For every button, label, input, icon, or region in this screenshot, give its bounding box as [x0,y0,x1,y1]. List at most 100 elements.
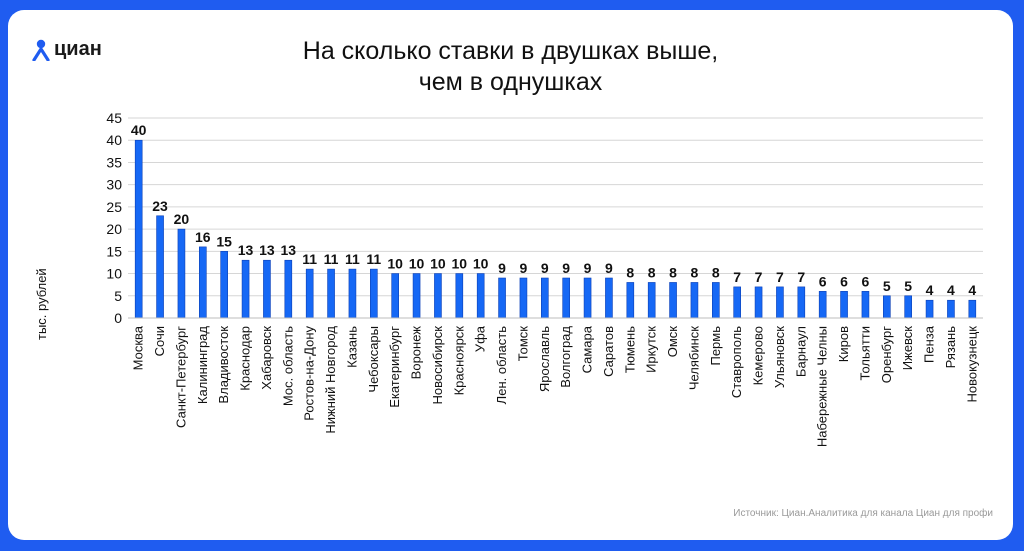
data-label: 4 [947,282,955,298]
x-tick-label: Красноярск [451,326,466,396]
bar [199,246,207,319]
bar [818,291,827,319]
bar [241,259,250,319]
bar [134,139,143,319]
y-tick-label: 25 [106,199,122,215]
data-label: 10 [387,256,403,272]
x-tick-label: Екатеринбург [387,326,402,408]
x-tick-label: Новосибирск [430,326,445,405]
x-tick-label: Иркутск [644,326,659,373]
x-tick-label: Нижний Новгород [323,326,338,434]
x-tick-label: Тольятти [857,326,872,380]
data-label: 8 [648,264,656,280]
source-note: Источник: Циан.Аналитика для канала Циан… [733,508,993,519]
x-tick-label: Ставрополь [729,326,744,398]
bar [562,277,570,319]
data-label: 9 [541,260,549,276]
x-tick-label: Ярославль [537,326,552,392]
bar [391,273,399,319]
data-label: 4 [968,282,976,298]
bar [305,268,314,319]
bar [220,251,228,319]
bar [883,295,891,319]
x-tick-label: Калининград [195,326,210,404]
x-tick-label: Хабаровск [259,326,274,390]
bar [177,228,186,319]
brand-name: циан [54,38,102,60]
x-tick-label: Ростов-на-Дону [302,326,317,421]
data-label: 7 [755,269,763,285]
data-label: 40 [131,122,147,138]
data-label: 9 [584,260,592,276]
data-label: 16 [195,229,211,245]
bar [156,215,164,319]
bar [968,299,977,319]
bar [519,277,528,319]
x-tick-label: Томск [515,326,530,362]
x-tick-label: Мос. область [280,326,295,406]
bar [669,282,677,319]
bar [412,273,421,319]
chart-title-line-1: На сколько ставки в двушках выше, [302,37,719,65]
bar [327,268,335,319]
x-tick-label: Ульяновск [772,326,787,388]
x-tick-label: Рязань [943,326,958,369]
y-tick-label: 40 [106,132,122,148]
data-label: 6 [862,273,870,289]
location-pin-icon [32,39,50,61]
y-tick-label: 10 [106,266,122,282]
data-label: 13 [281,242,297,258]
data-label: 13 [238,242,254,258]
data-label: 10 [409,256,425,272]
x-tick-label: Пермь [708,326,723,366]
bar [733,286,741,319]
x-tick-label: Краснодар [238,326,253,391]
bar [626,282,635,319]
data-label: 8 [626,264,634,280]
x-tick-label: Москва [131,325,146,370]
x-tick-label: Волгоград [558,326,573,388]
x-tick-label: Оренбург [879,326,894,383]
x-tick-label: Набережные Челны [815,326,830,447]
bar [583,277,592,319]
x-tick-label: Сочи [152,326,167,356]
data-label: 7 [776,269,784,285]
data-label: 13 [259,242,275,258]
bar [797,286,806,319]
data-label: 9 [520,260,528,276]
x-tick-label: Чебоксары [366,326,381,393]
data-label: 5 [904,278,912,294]
bar [840,291,848,319]
data-label: 6 [819,273,827,289]
data-label: 15 [216,233,232,249]
x-tick-label: Новокузнецк [964,326,979,403]
x-tick-label: Челябинск [686,326,701,390]
data-label: 7 [733,269,741,285]
bar [754,286,763,319]
y-tick-label: 20 [106,221,122,237]
bar [284,259,293,319]
y-tick-label: 0 [114,310,122,326]
y-tick-label: 30 [106,177,122,193]
x-tick-label: Санкт-Петербург [173,326,188,428]
data-label: 10 [452,256,468,272]
bar [541,277,549,319]
data-label: 11 [366,251,381,267]
data-label: 10 [430,256,446,272]
bar [455,273,464,319]
x-tick-label: Владивосток [216,326,231,404]
data-label: 10 [473,256,489,272]
bar [498,277,506,319]
data-label: 11 [324,251,339,267]
x-tick-label: Барнаул [793,326,808,377]
data-label: 7 [797,269,805,285]
chart-card: циан На сколько ставки в двушках выше, ч… [8,10,1013,540]
bar [605,277,613,319]
cian-logo: циан [32,38,102,61]
data-label: 9 [562,260,570,276]
data-label: 8 [669,264,677,280]
data-label: 8 [712,264,720,280]
bar [370,268,378,319]
data-label: 8 [691,264,699,280]
x-tick-label: Воронеж [409,326,424,380]
